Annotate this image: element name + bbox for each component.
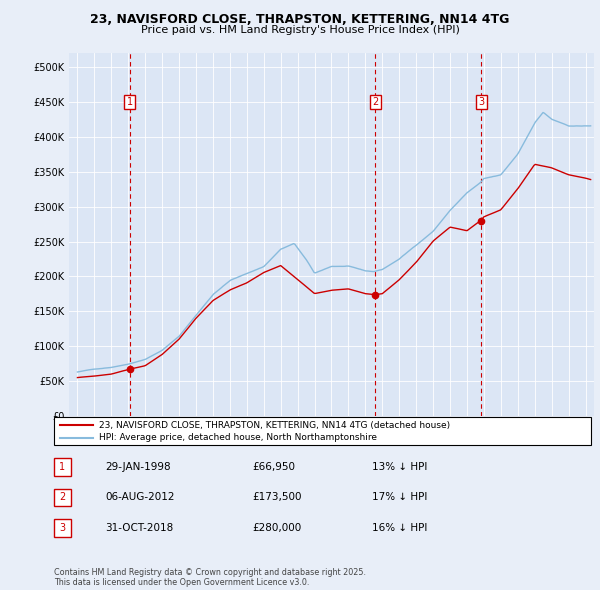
Text: 13% ↓ HPI: 13% ↓ HPI — [372, 462, 427, 471]
Text: 2: 2 — [59, 493, 65, 502]
Text: 23, NAVISFORD CLOSE, THRAPSTON, KETTERING, NN14 4TG: 23, NAVISFORD CLOSE, THRAPSTON, KETTERIN… — [91, 13, 509, 26]
Text: 3: 3 — [478, 97, 484, 107]
Text: Contains HM Land Registry data © Crown copyright and database right 2025.
This d: Contains HM Land Registry data © Crown c… — [54, 568, 366, 587]
Text: 1: 1 — [59, 462, 65, 471]
Text: 31-OCT-2018: 31-OCT-2018 — [105, 523, 173, 533]
Text: 3: 3 — [59, 523, 65, 533]
Text: HPI: Average price, detached house, North Northamptonshire: HPI: Average price, detached house, Nort… — [99, 433, 377, 442]
Text: £173,500: £173,500 — [252, 493, 302, 502]
Text: 16% ↓ HPI: 16% ↓ HPI — [372, 523, 427, 533]
Text: 1: 1 — [127, 97, 133, 107]
Text: 23, NAVISFORD CLOSE, THRAPSTON, KETTERING, NN14 4TG (detached house): 23, NAVISFORD CLOSE, THRAPSTON, KETTERIN… — [99, 421, 450, 430]
Text: 06-AUG-2012: 06-AUG-2012 — [105, 493, 175, 502]
Text: £280,000: £280,000 — [252, 523, 301, 533]
Text: Price paid vs. HM Land Registry's House Price Index (HPI): Price paid vs. HM Land Registry's House … — [140, 25, 460, 35]
Text: 17% ↓ HPI: 17% ↓ HPI — [372, 493, 427, 502]
Text: 2: 2 — [372, 97, 379, 107]
Text: £66,950: £66,950 — [252, 462, 295, 471]
Text: 29-JAN-1998: 29-JAN-1998 — [105, 462, 170, 471]
